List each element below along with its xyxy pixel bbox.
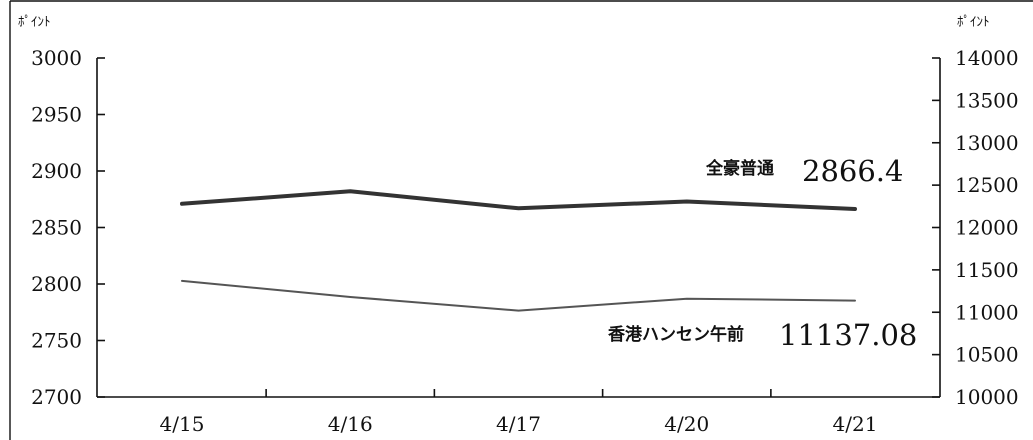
right-tick-label: 10500 [955, 343, 1019, 367]
left-tick-label: 2950 [31, 103, 82, 127]
left-tick-label: 2900 [31, 159, 82, 183]
right-tick-label: 13000 [955, 131, 1019, 155]
x-axis-ticks: 4/15 4/16 4/17 4/20 4/21 [160, 389, 878, 436]
series-value-hang-seng-morning: 11137.08 [779, 318, 917, 352]
x-tick-label: 4/20 [664, 412, 709, 436]
left-tick-label: 2700 [31, 385, 82, 409]
right-tick-label: 11500 [955, 258, 1019, 282]
left-tick-label: 2750 [31, 329, 82, 353]
left-axis-ticks: 2700 2750 2800 2850 2900 2950 3000 [31, 46, 105, 409]
x-tick-label: 4/15 [160, 412, 205, 436]
right-tick-label: 13500 [955, 88, 1019, 112]
left-tick-label: 2850 [31, 216, 82, 240]
series-label-zengo-futsu: 全豪普通 [705, 158, 774, 179]
right-tick-label: 12500 [955, 173, 1019, 197]
series-line-zengo-futsu [180, 189, 857, 211]
series-label-hang-seng-morning: 香港ハンセン午前 [608, 324, 744, 345]
left-tick-label: 3000 [31, 46, 82, 70]
right-tick-label: 11000 [955, 300, 1019, 324]
x-tick-label: 4/21 [833, 412, 878, 436]
series-value-zengo-futsu: 2866.4 [802, 154, 903, 188]
left-tick-label: 2800 [31, 272, 82, 296]
x-tick-label: 4/17 [496, 412, 541, 436]
x-tick-label: 4/16 [328, 412, 373, 436]
right-tick-label: 14000 [955, 46, 1019, 70]
right-tick-label: 10000 [955, 385, 1019, 409]
right-axis-ticks: 10000 10500 11000 11500 12000 12500 13000 13500… [932, 46, 1019, 409]
series-line-hang-seng-morning [181, 279, 856, 312]
right-tick-label: 12000 [955, 216, 1019, 240]
left-axis-unit-label: ﾎﾟｲﾝﾄ [18, 15, 51, 30]
right-axis-unit-label: ﾎﾟｲﾝﾄ [957, 15, 990, 30]
